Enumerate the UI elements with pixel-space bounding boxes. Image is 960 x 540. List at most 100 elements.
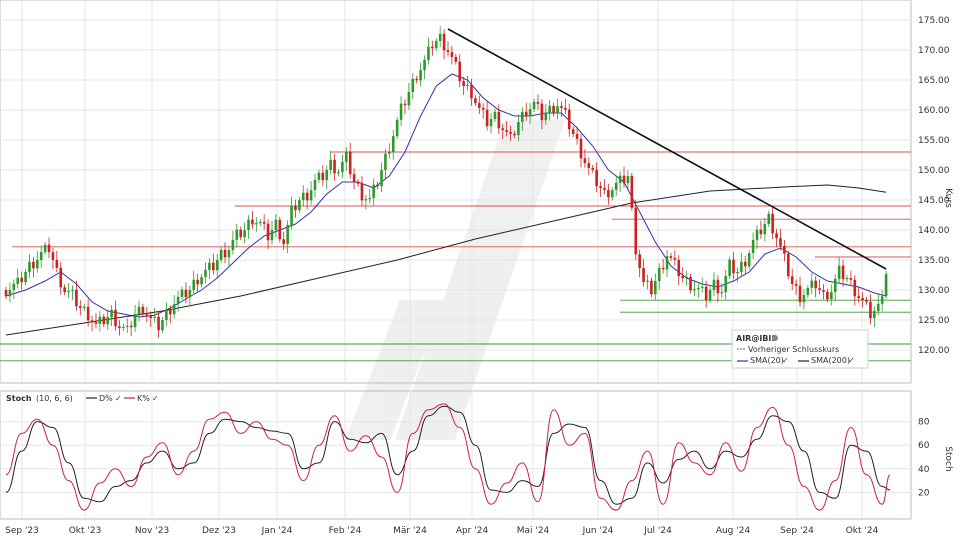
legend-settings-icon[interactable]: [772, 335, 778, 341]
price-candle-body: [223, 249, 227, 258]
price-candle-body: [59, 267, 63, 288]
price-candle-body: [419, 70, 422, 81]
price-candle-body: [325, 170, 329, 181]
price-candle-body: [200, 277, 203, 285]
price-candle-body: [434, 41, 438, 49]
price-candle-body: [188, 290, 192, 298]
price-candle-body: [110, 309, 113, 317]
price-candle-body: [466, 84, 469, 86]
price-candle-body: [63, 287, 66, 293]
price-candle-body: [423, 59, 426, 71]
price-candle-body: [869, 301, 872, 319]
legend-sma20-check-icon[interactable]: ✓: [782, 356, 789, 365]
price-candle-body: [442, 33, 446, 51]
price-candle-body: [239, 229, 242, 238]
price-candle-body: [196, 279, 199, 285]
stochastic-panel: 20 40 60 80 Stoch Stoch (10, 6, 6) D% ✓ K% …: [0, 390, 953, 520]
price-candle-body: [884, 274, 888, 297]
price-candle-body: [493, 111, 497, 119]
price-candle-body: [818, 288, 821, 290]
price-moving-averages: [5, 73, 887, 336]
price-candle-body: [654, 281, 657, 295]
x-tick-label: Okt '23: [69, 526, 102, 536]
price-candle-body: [783, 245, 786, 254]
price-candle-body: [830, 292, 833, 300]
price-candle-body: [700, 286, 704, 288]
price-candle-body: [536, 101, 540, 104]
price-y-tick-label: 155.00: [918, 136, 950, 146]
price-candle-body: [677, 259, 681, 277]
price-candle-body: [798, 285, 802, 303]
price-candle-body: [153, 316, 156, 318]
stochastic-grid: [0, 391, 911, 519]
price-candle-body: [552, 105, 555, 114]
price-candle-body: [736, 272, 739, 274]
price-candle-body: [657, 267, 661, 281]
price-candle-body: [528, 109, 532, 117]
price-candle-body: [305, 192, 309, 201]
price-candle-body: [861, 298, 864, 300]
price-candle-body: [4, 290, 8, 297]
price-candle-body: [579, 138, 583, 159]
price-candle-body: [313, 179, 317, 191]
price-y-axis: 120.00 125.00 130.00 135.00 140.00 145.00 150.…: [918, 16, 950, 356]
stoch-d-check-icon[interactable]: ✓: [115, 394, 122, 403]
price-candle-body: [595, 169, 598, 187]
price-candle-body: [356, 182, 360, 184]
price-candle-body: [583, 158, 587, 164]
legend-sma200-check-icon[interactable]: ✓: [848, 356, 855, 365]
price-candle-body: [262, 221, 266, 224]
price-candle-body: [258, 221, 262, 224]
price-candle-body: [802, 295, 806, 303]
price-candle-body: [208, 262, 211, 270]
sma-line-sma200: [5, 184, 887, 336]
price-candle-body: [607, 189, 610, 198]
price-y-tick-label: 120.00: [918, 346, 950, 356]
price-candle-body: [114, 309, 117, 327]
price-candle-body: [39, 251, 43, 261]
price-candle-body: [266, 223, 270, 241]
price-candle-body: [251, 219, 254, 225]
price-candle-body: [90, 320, 94, 323]
price-candle-body: [669, 256, 673, 258]
price-candle-body: [192, 279, 196, 290]
price-y-tick-label: 160.00: [918, 106, 950, 116]
price-candle-body: [560, 106, 563, 108]
price-candle-body: [82, 306, 86, 308]
price-candle-body: [286, 224, 289, 245]
price-candle-body: [368, 197, 372, 200]
price-candle-body: [399, 103, 403, 120]
price-candle-body: [806, 287, 810, 296]
price-candle-body: [102, 316, 106, 325]
price-candle-body: [845, 278, 849, 280]
price-candle-body: [564, 107, 567, 110]
price-candles: [4, 26, 888, 338]
price-candle-body: [693, 289, 696, 291]
stochastic-line-k: [5, 403, 891, 511]
price-candle-body: [743, 261, 747, 267]
price-candle-body: [540, 103, 544, 121]
price-candle-body: [837, 265, 841, 279]
price-candle-body: [298, 200, 301, 211]
price-candle-body: [704, 286, 708, 301]
stoch-k-check-icon[interactable]: ✓: [152, 394, 159, 403]
x-axis: Sep '23 Okt '23 Nov '23 Dez '23 Jan '24 Feb '…: [5, 526, 878, 536]
price-candle-body: [231, 239, 235, 251]
price-candle-body: [513, 133, 516, 136]
price-panel-frame: [0, 0, 912, 384]
price-candle-body: [841, 265, 845, 280]
price-candle-body: [517, 122, 520, 136]
price-candle-body: [98, 316, 102, 324]
price-candle-body: [610, 190, 614, 198]
price-candle-body: [524, 111, 528, 117]
stoch-legend-title: Stoch: [6, 394, 32, 403]
price-candle-body: [309, 190, 313, 201]
price-candle-body: [141, 306, 145, 315]
price-candle-body: [204, 269, 207, 278]
price-candle-body: [333, 159, 336, 174]
price-candle-body: [47, 244, 51, 253]
price-candle-body: [532, 101, 536, 110]
price-candle-body: [458, 61, 462, 82]
price-candle-body: [720, 292, 724, 294]
